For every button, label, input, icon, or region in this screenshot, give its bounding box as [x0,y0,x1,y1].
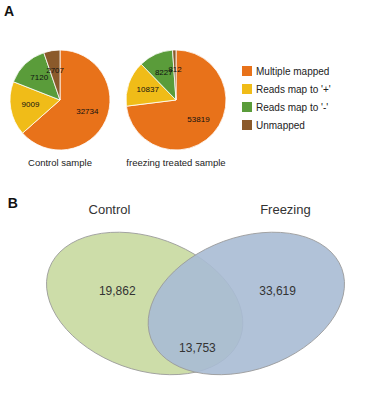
set-label: Freezing [260,202,311,217]
data-label: 812 [168,65,182,74]
data-label: 2707 [46,66,64,75]
set-label: Control [89,202,131,217]
data-label: 7120 [30,73,48,82]
legend-label: Reads map to '-' [256,102,328,113]
legend-item: Reads map to '-' [242,102,328,113]
legend: Multiple mapped Reads map to '+' Reads map… [242,66,331,131]
chart-title: freezing treated sample [126,157,225,168]
pie-slice: Multiple mapped [126,50,226,150]
venn [27,206,365,400]
data-label: 9009 [22,100,40,109]
legend-swatch [242,84,252,94]
legend-item: Multiple mapped [242,66,329,77]
pie: Multiple mappedReads map to '+'Reads map… [126,50,226,150]
legend-item: Reads map to '+' [242,84,331,95]
legend-item: Unmapped [242,120,305,131]
data-label: 32734 [76,107,99,116]
data-label: 13,753 [179,341,216,355]
data-label: 10837 [137,85,160,94]
venn-set [128,206,364,400]
panel-label: A [4,3,14,19]
data-label: 53819 [187,115,210,124]
data-label: 19,862 [99,284,136,298]
legend-swatch [242,102,252,112]
panel-label: B [8,195,18,211]
pie: Multiple mappedReads map to '+'Reads map… [10,50,110,150]
legend-swatch [242,120,252,130]
pie-slice: Unmapped [173,50,176,100]
chart-title: Control sample [28,157,92,168]
legend-swatch [242,66,252,76]
figure: Multiple mapped Reads map to '+' Reads map… [0,0,391,400]
legend-label: Multiple mapped [256,66,329,77]
data-label: 33,619 [259,284,296,298]
legend-label: Unmapped [256,120,305,131]
legend-label: Reads map to '+' [256,84,331,95]
